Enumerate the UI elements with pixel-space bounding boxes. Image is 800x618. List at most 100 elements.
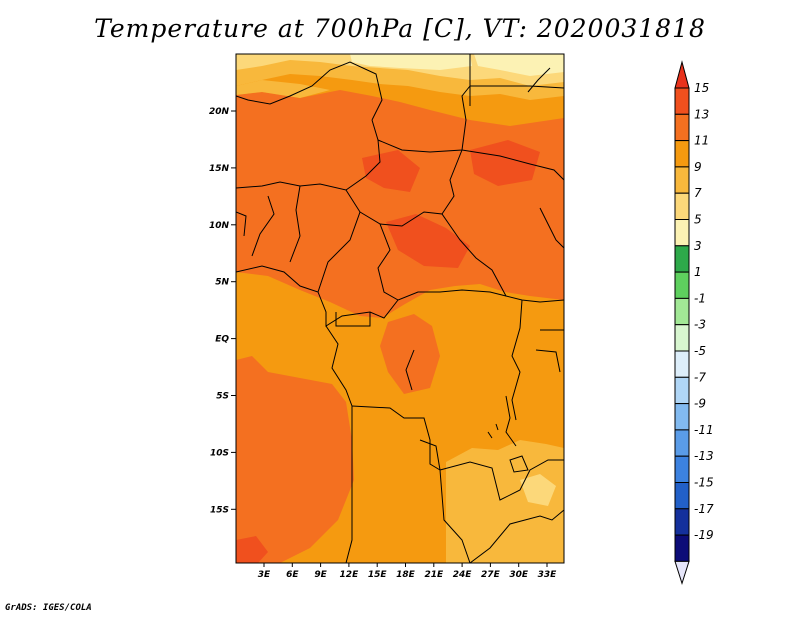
colorbar-segment bbox=[674, 403, 690, 431]
border-line bbox=[236, 211, 247, 237]
colorbar-label: -7 bbox=[694, 370, 706, 384]
border-line bbox=[461, 149, 564, 181]
colorbar-segment bbox=[674, 429, 690, 457]
colorbar-segment bbox=[674, 534, 690, 562]
colorbar-label: -9 bbox=[694, 397, 706, 411]
colorbar-label: 5 bbox=[694, 213, 702, 227]
field-region-7c-northwest bbox=[236, 80, 330, 98]
y-tick-label: 20N bbox=[209, 107, 230, 117]
field-region-3c-northeast bbox=[474, 54, 564, 76]
y-tick-label: 5N bbox=[215, 278, 229, 288]
colorbar-segment bbox=[674, 508, 690, 536]
x-tick-label: 9E bbox=[314, 570, 327, 580]
border-line bbox=[345, 406, 353, 563]
colorbar-segment bbox=[674, 192, 690, 220]
colorbar-segment bbox=[674, 271, 690, 299]
colorbar-label: -3 bbox=[694, 318, 706, 332]
border-line bbox=[335, 312, 371, 327]
x-tick-label: 24E bbox=[453, 570, 473, 580]
border-line bbox=[469, 509, 564, 563]
x-tick-label: 21E bbox=[424, 570, 444, 580]
y-tick-label: 5S bbox=[216, 392, 229, 402]
colorbar-segment bbox=[674, 219, 690, 247]
x-tick-label: 15E bbox=[368, 570, 388, 580]
border-line bbox=[539, 207, 564, 249]
x-tick-label: 30E bbox=[509, 570, 529, 580]
x-axis: 3E 6E 9E 12E 15E 18E 21E 24E 27E 30E 33E bbox=[258, 563, 557, 580]
x-tick-label: 12E bbox=[340, 570, 360, 580]
y-tick-label: 15N bbox=[209, 164, 230, 174]
colorbar-segment bbox=[674, 297, 690, 326]
x-tick-label: 6E bbox=[286, 570, 299, 580]
border-line bbox=[505, 395, 517, 447]
colorbar-segment bbox=[674, 245, 690, 273]
field-region-11c-ne bbox=[300, 100, 342, 138]
colorbar-label: -17 bbox=[694, 502, 714, 516]
country-borders bbox=[236, 54, 564, 563]
border-line bbox=[379, 211, 507, 297]
colorbar-label: 7 bbox=[694, 186, 702, 200]
border-line bbox=[377, 54, 471, 153]
border-line bbox=[487, 423, 499, 439]
x-tick-label: 33E bbox=[538, 570, 558, 580]
colorbar-label: -11 bbox=[694, 423, 714, 437]
border-line bbox=[439, 459, 564, 501]
y-axis: 20N 15N 10N 5N EQ 5S 10S 15S bbox=[209, 107, 236, 515]
colorbar-segment bbox=[674, 324, 690, 352]
field-region-13c-sudan bbox=[470, 140, 540, 186]
colorbar-label: 9 bbox=[694, 160, 702, 174]
colorbar-segment bbox=[674, 482, 690, 510]
border-line bbox=[419, 439, 441, 471]
x-tick-label: 27E bbox=[481, 570, 501, 580]
colorbar-label: -13 bbox=[694, 449, 714, 463]
border-line bbox=[351, 405, 471, 563]
border-line bbox=[441, 149, 463, 215]
grads-credit: GrADS: IGES/COLA bbox=[5, 603, 92, 613]
x-tick-label: 3E bbox=[258, 570, 271, 580]
colorbar: 15 13 11 9 7 5 3 1 -1 -3 -5 -7 -9 -11 -13 -15 -17 -19 bbox=[674, 60, 714, 586]
field-region-5c-lake bbox=[520, 474, 556, 506]
border-line bbox=[535, 329, 564, 373]
colorbar-segment bbox=[674, 455, 690, 484]
y-tick-label: 15S bbox=[210, 505, 229, 515]
colorbar-segment bbox=[674, 350, 690, 378]
border-line bbox=[317, 189, 361, 293]
field-region-13c-sahel bbox=[362, 150, 420, 192]
colorbar-label: -5 bbox=[694, 344, 706, 358]
colorbar-label: 13 bbox=[694, 107, 709, 121]
colorbar-segment bbox=[674, 140, 690, 168]
colorbar-label: -15 bbox=[694, 476, 714, 490]
field-region-11c-congo bbox=[380, 314, 440, 394]
colorbar-bottom-arrow bbox=[674, 560, 690, 586]
x-tick-label: 18E bbox=[396, 570, 416, 580]
border-line bbox=[325, 325, 353, 407]
y-tick-label: EQ bbox=[215, 335, 229, 345]
colorbar-label: 3 bbox=[694, 239, 702, 253]
field-region-13c-car bbox=[386, 214, 470, 268]
field-region-11c-west-coast bbox=[236, 356, 354, 563]
field-region-3c-north bbox=[350, 54, 472, 70]
map-frame bbox=[235, 53, 565, 564]
border-line bbox=[509, 455, 529, 473]
chart-title: Temperature at 700hPa [C], VT: 202003181… bbox=[94, 14, 706, 43]
temperature-field bbox=[236, 54, 564, 563]
border-line bbox=[236, 61, 383, 121]
border-line bbox=[469, 54, 564, 106]
border-line bbox=[405, 349, 415, 391]
colorbar-segment bbox=[674, 376, 690, 405]
colorbar-segment bbox=[674, 87, 690, 115]
colorbar-label: 1 bbox=[694, 265, 702, 279]
border-line bbox=[289, 185, 301, 263]
colorbar-label: -19 bbox=[694, 528, 714, 542]
y-tick-label: 10S bbox=[210, 448, 229, 458]
border-line bbox=[527, 67, 551, 93]
colorbar-segment bbox=[674, 113, 690, 142]
border-line bbox=[359, 211, 399, 301]
colorbar-label: 11 bbox=[694, 134, 709, 148]
colorbar-label: 15 bbox=[694, 81, 709, 95]
field-region-13c-sw bbox=[236, 536, 268, 563]
border-line bbox=[511, 299, 523, 421]
colorbar-top-arrow bbox=[674, 60, 690, 89]
colorbar-label: -1 bbox=[694, 291, 706, 305]
